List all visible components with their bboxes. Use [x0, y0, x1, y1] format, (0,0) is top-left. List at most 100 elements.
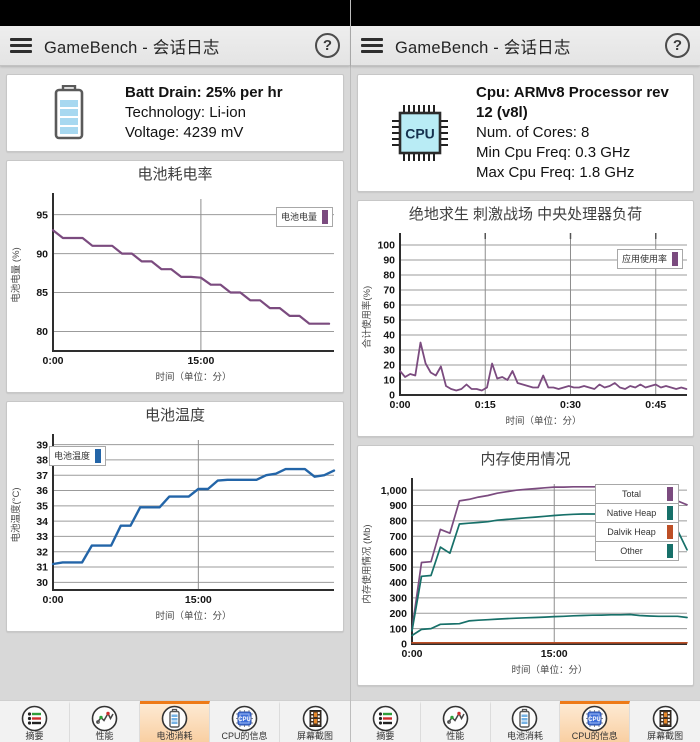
- tab-summary[interactable]: 摘要: [351, 701, 421, 742]
- tab-label: 电池消耗: [156, 731, 193, 741]
- tab-screenshots[interactable]: 屏幕截图: [280, 701, 350, 742]
- tab-cpu-info[interactable]: CPU CPU的信息: [560, 701, 631, 742]
- cpu-model-line: Cpu: ARMv8 Processor rev 12 (v8l): [476, 84, 669, 121]
- chart-title: 内存使用情况: [480, 450, 571, 468]
- tab-performance[interactable]: 性能: [421, 701, 491, 742]
- cpu-info-text: Cpu: ARMv8 Processor rev 12 (v8l) Num. o…: [476, 83, 687, 183]
- svg-text:80: 80: [36, 326, 48, 338]
- battery-drain-chart: 电池耗电率 80 85 90 95 0:00 15:00 时间（单位：分） 电池电量 (%) …: [6, 159, 344, 393]
- legend-dalvik-heap: Dalvik Heap: [595, 521, 679, 542]
- tab-summary[interactable]: 摘要: [0, 701, 70, 742]
- svg-text:0:00: 0:00: [401, 648, 422, 660]
- svg-text:70: 70: [383, 284, 395, 296]
- svg-text:1,000: 1,000: [381, 485, 407, 497]
- help-button[interactable]: ?: [315, 33, 340, 58]
- tab-battery[interactable]: 电池消耗: [491, 701, 561, 742]
- tab-battery[interactable]: 电池消耗: [140, 701, 210, 742]
- battery-info-text: Batt Drain: 25% per hr Technology: Li-io…: [125, 83, 337, 143]
- memory-usage-chart: 内存使用情况 0 100 200 300 400 500 600 700 800 900 1,000…: [357, 444, 694, 686]
- content-right: CPU Cpu: ARMv8 Processor rev 12 (v8l) Nu…: [351, 66, 700, 700]
- svg-text:时间（单位：分）: 时间（单位：分）: [155, 610, 231, 622]
- cpu-load-chart: 绝地求生 刺激战场 中央处理器负荷 0 10 20 30 40 50 60 70 80 90 100…: [357, 199, 694, 437]
- cpu-max-freq-line: Max Cpu Freq: 1.8 GHz: [476, 163, 635, 181]
- svg-text:30: 30: [383, 344, 395, 356]
- battery-info-card: Batt Drain: 25% per hr Technology: Li-io…: [6, 74, 344, 152]
- status-bar: [351, 0, 700, 26]
- svg-text:200: 200: [389, 608, 407, 620]
- cpu-chip-icon: CPU: [364, 104, 476, 162]
- content-left: Batt Drain: 25% per hr Technology: Li-io…: [0, 66, 350, 700]
- right-panel: GameBench - 会话日志 ? CPU: [350, 0, 700, 742]
- tab-label: 摘要: [376, 731, 395, 741]
- cpu-min-freq-line: Min Cpu Freq: 0.3 GHz: [476, 143, 631, 161]
- svg-text:20: 20: [383, 359, 395, 371]
- screenshots-icon: [652, 705, 679, 731]
- svg-text:CPU: CPU: [405, 125, 435, 141]
- svg-text:500: 500: [389, 561, 407, 573]
- svg-text:0:30: 0:30: [560, 399, 581, 411]
- cpu-info-icon: CPU: [581, 705, 608, 731]
- battery-icon: [511, 705, 538, 731]
- svg-text:400: 400: [389, 577, 407, 589]
- tab-label: CPU的信息: [571, 731, 618, 741]
- menu-icon[interactable]: [10, 38, 32, 53]
- svg-text:700: 700: [389, 531, 407, 543]
- performance-icon: [442, 705, 469, 731]
- help-button[interactable]: ?: [665, 33, 690, 58]
- cpu-load-plot: 0 10 20 30 40 50 60 70 80 90 100 0:00 0:15 0:30 0:45 时间…: [360, 227, 691, 434]
- svg-text:0:00: 0:00: [42, 594, 63, 606]
- battery-voltage-line: Voltage: 4239 mV: [125, 123, 244, 141]
- svg-text:31: 31: [36, 562, 48, 574]
- svg-text:15:00: 15:00: [185, 594, 212, 606]
- svg-text:0: 0: [389, 389, 395, 401]
- app-bar-title: GameBench - 会话日志: [395, 38, 571, 57]
- battery-icon: [161, 705, 188, 731]
- svg-text:37: 37: [36, 470, 48, 482]
- svg-text:CPU: CPU: [238, 717, 251, 723]
- svg-text:内存使用情况 (Mb): 内存使用情况 (Mb): [361, 524, 373, 603]
- svg-text:0:45: 0:45: [645, 399, 666, 411]
- left-panel: GameBench - 会话日志 ? Batt Drain: 25% per h: [0, 0, 350, 742]
- tab-label: 性能: [95, 731, 114, 741]
- svg-text:85: 85: [36, 287, 48, 299]
- cpu-info-card: CPU Cpu: ARMv8 Processor rev 12 (v8l) Nu…: [357, 74, 694, 192]
- svg-text:34: 34: [36, 516, 48, 528]
- chart-title: 绝地求生 刺激战场 中央处理器负荷: [408, 205, 643, 223]
- svg-text:50: 50: [383, 314, 395, 326]
- legend-电池温度: 电池温度: [49, 445, 107, 466]
- tab-label: 摘要: [25, 731, 44, 741]
- cpu-info-icon: CPU: [231, 705, 258, 731]
- menu-icon[interactable]: [361, 38, 383, 53]
- svg-text:900: 900: [389, 500, 407, 512]
- tab-cpu-info[interactable]: CPU CPU的信息: [210, 701, 280, 742]
- tab-label: 性能: [446, 731, 465, 741]
- toolbar-left: 摘要 性能 电池消耗 CPU CPU的信息 屏幕截图: [0, 700, 350, 742]
- summary-icon: [21, 705, 48, 731]
- svg-text:38: 38: [36, 454, 48, 466]
- svg-text:30: 30: [36, 577, 48, 589]
- svg-text:100: 100: [377, 239, 395, 251]
- tab-performance[interactable]: 性能: [70, 701, 140, 742]
- svg-text:电池电量 (%): 电池电量 (%): [10, 247, 22, 302]
- svg-text:33: 33: [36, 531, 48, 543]
- battery-technology-line: Technology: Li-ion: [125, 103, 246, 121]
- cpu-cores-line: Num. of Cores: 8: [476, 123, 590, 141]
- svg-text:32: 32: [36, 546, 48, 558]
- battery-drain-plot: 80 85 90 95 0:00 15:00 时间（单位：分） 电池电量 (%): [9, 187, 341, 390]
- legend-应用使用率: 应用使用率: [616, 248, 683, 269]
- svg-text:15:00: 15:00: [187, 355, 214, 367]
- svg-text:39: 39: [36, 439, 48, 451]
- svg-text:15:00: 15:00: [541, 648, 568, 660]
- tab-screenshots[interactable]: 屏幕截图: [630, 701, 700, 742]
- svg-text:时间（单位：分）: 时间（单位：分）: [511, 664, 587, 676]
- svg-text:CPU: CPU: [588, 717, 601, 723]
- svg-text:600: 600: [389, 546, 407, 558]
- svg-text:300: 300: [389, 592, 407, 604]
- tab-label: 屏幕截图: [296, 731, 333, 741]
- legend-total: Total: [595, 483, 679, 504]
- battery-temp-plot: 30 31 32 33 34 35 36 37 38 39 0:00 15:00 时间（单位：分） 电池温…: [9, 428, 341, 629]
- tab-label: 屏幕截图: [647, 731, 684, 741]
- svg-text:80: 80: [383, 269, 395, 281]
- svg-text:时间（单位：分）: 时间（单位：分）: [505, 415, 581, 427]
